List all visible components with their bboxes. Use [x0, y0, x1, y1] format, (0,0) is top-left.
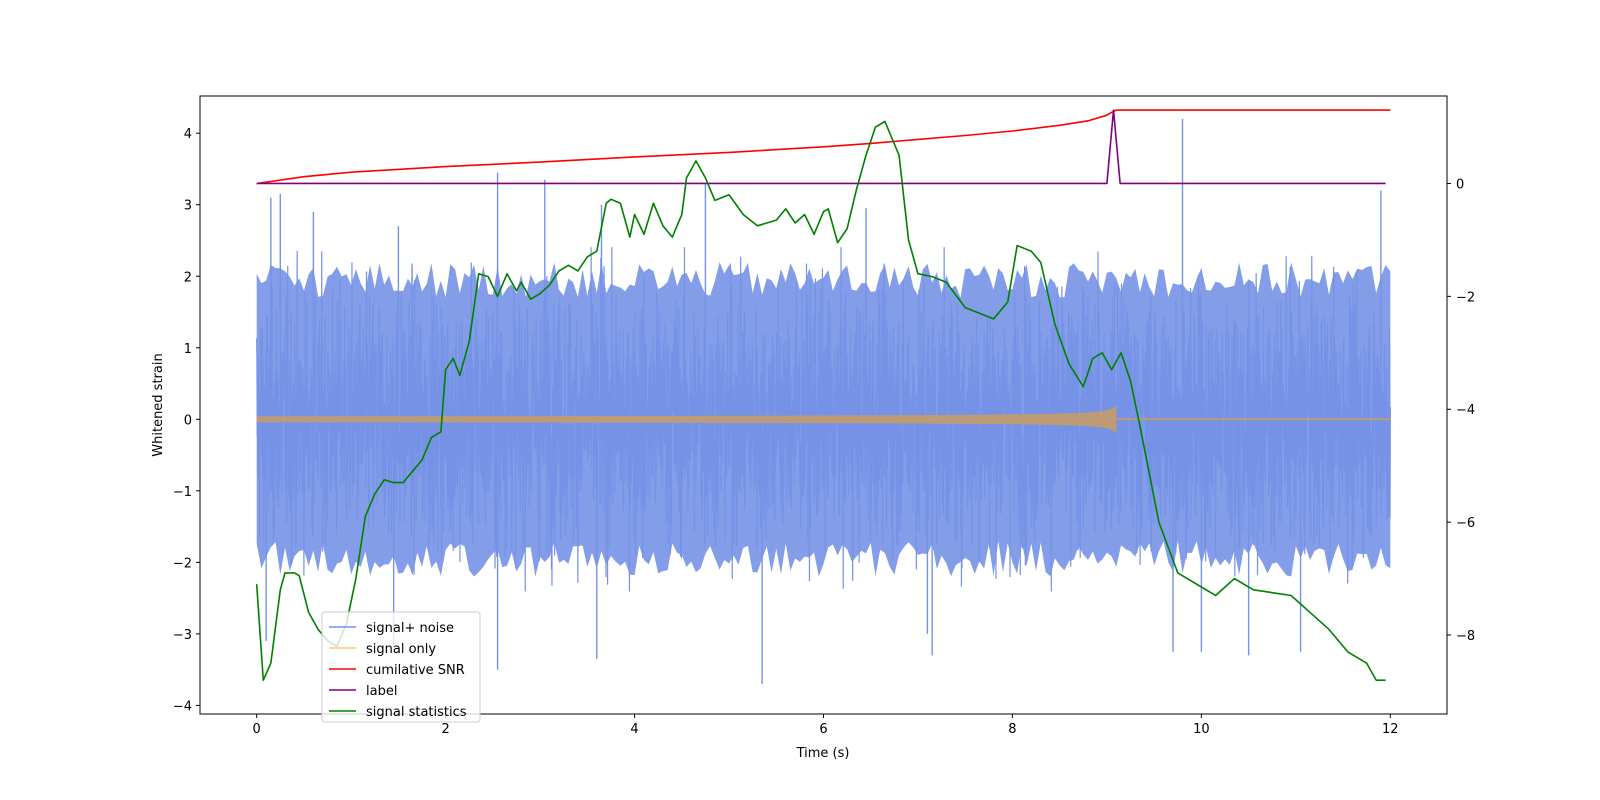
- legend-label-4: label: [366, 684, 397, 699]
- y-tick-label-3: 3: [184, 199, 192, 214]
- y-tick-label--3: −3: [173, 628, 192, 643]
- y-tick-label--1: −1: [173, 485, 192, 500]
- y-tick-label-0: 0: [184, 413, 192, 428]
- series-cumulative-snr-line: [256, 109, 1391, 185]
- x-tick-label-12: 12: [1382, 722, 1399, 737]
- y-tick-label-2: 2: [184, 270, 192, 285]
- legend-label-1: signal+ noise: [366, 621, 454, 636]
- x-tick-label-6: 6: [819, 722, 827, 737]
- y-tick-label-1: 1: [184, 342, 192, 357]
- y2-tick-label--8: −8: [1456, 629, 1475, 644]
- x-tick-label-10: 10: [1193, 722, 1210, 737]
- x-axis-label: Time (s): [796, 746, 850, 761]
- series-label-line: [256, 109, 1386, 185]
- x-tick-label-0: 0: [253, 722, 261, 737]
- y2-tick-label--2: −2: [1456, 290, 1475, 305]
- y2-tick-label--4: −4: [1456, 403, 1475, 418]
- legend-label-2: signal only: [366, 642, 436, 657]
- legend-box: [321, 611, 481, 723]
- y2-tick-label--6: −6: [1456, 516, 1475, 531]
- legend-label-3: cumilative SNR: [366, 663, 465, 678]
- y-tick-label-4: 4: [184, 127, 192, 142]
- series-signal-only-envelope: [256, 383, 1117, 456]
- y-tick-label--2: −2: [173, 556, 192, 571]
- legend: signal+ noise signal only cumilative SNR la…: [321, 611, 481, 723]
- series-signal-statistics-line: [255, 120, 1386, 681]
- y2-tick-label-0: 0: [1456, 177, 1464, 192]
- y-tick-label--4: −4: [173, 699, 192, 714]
- x-tick-label-4: 4: [630, 722, 638, 737]
- x-tick-label-2: 2: [441, 722, 449, 737]
- x-tick-label-8: 8: [1008, 722, 1016, 737]
- legend-label-5: signal statistics: [366, 705, 467, 720]
- y-axis-label: Whitened strain: [151, 353, 166, 456]
